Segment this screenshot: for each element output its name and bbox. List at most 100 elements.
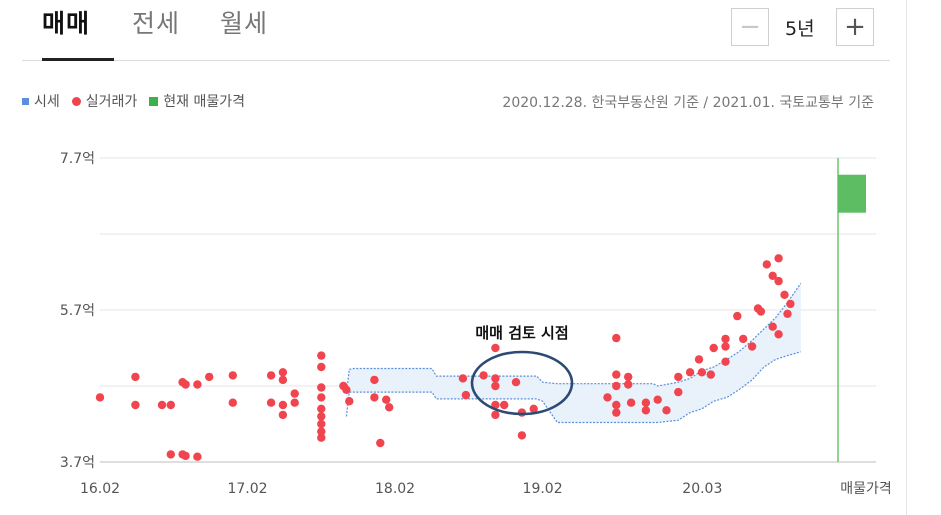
legend-label: 실거래가	[85, 94, 138, 110]
transaction-point[interactable]	[511, 378, 521, 387]
chart-legend: 시세 실거래가 현재 매물가격	[22, 90, 257, 112]
transaction-point[interactable]	[317, 427, 326, 436]
transaction-point[interactable]	[376, 438, 385, 448]
transaction-point[interactable]	[612, 408, 621, 417]
transaction-point[interactable]	[342, 385, 351, 394]
listing-price-bar[interactable]	[838, 174, 866, 213]
transaction-point[interactable]	[612, 400, 621, 410]
transaction-point[interactable]	[783, 309, 792, 318]
transaction-point[interactable]	[662, 406, 671, 415]
transaction-point[interactable]	[721, 342, 730, 351]
period-increase-button[interactable]: +	[836, 8, 874, 46]
transaction-point[interactable]	[317, 419, 326, 429]
transaction-point[interactable]	[458, 374, 468, 383]
transaction-point[interactable]	[517, 431, 527, 440]
transaction-point[interactable]	[317, 433, 326, 442]
transaction-point[interactable]	[721, 334, 730, 344]
transaction-point[interactable]	[266, 371, 276, 380]
transaction-point[interactable]	[774, 330, 783, 339]
transaction-point[interactable]	[290, 389, 299, 398]
transaction-point[interactable]	[685, 368, 695, 377]
transaction-point[interactable]	[768, 271, 777, 280]
transaction-point[interactable]	[181, 380, 190, 389]
transaction-point[interactable]	[529, 404, 538, 413]
transaction-point[interactable]	[753, 304, 763, 313]
legend-item-listing-price[interactable]: 현재 매물가격	[149, 91, 245, 111]
transaction-point[interactable]	[278, 375, 288, 385]
transaction-point[interactable]	[706, 370, 715, 379]
transaction-point[interactable]	[612, 370, 621, 379]
legend-item-actual-price[interactable]: 실거래가	[71, 91, 138, 111]
transaction-point[interactable]	[290, 398, 299, 407]
transaction-point[interactable]	[500, 400, 509, 410]
transaction-point[interactable]	[345, 397, 354, 406]
transaction-point[interactable]	[95, 393, 105, 402]
transaction-point[interactable]	[780, 290, 789, 299]
transaction-point[interactable]	[762, 260, 771, 269]
transaction-point[interactable]	[697, 368, 707, 377]
transaction-point[interactable]	[747, 342, 757, 351]
transaction-point[interactable]	[370, 375, 379, 385]
transaction-point[interactable]	[382, 395, 391, 404]
transaction-point[interactable]	[228, 398, 237, 407]
transaction-point[interactable]	[491, 381, 500, 391]
transaction-point[interactable]	[461, 390, 471, 400]
transaction-point[interactable]	[317, 393, 326, 402]
transaction-point[interactable]	[674, 372, 683, 382]
transaction-point[interactable]	[694, 355, 704, 364]
transaction-point[interactable]	[641, 398, 651, 407]
transaction-point[interactable]	[709, 343, 718, 353]
transaction-point[interactable]	[317, 404, 326, 413]
transaction-point[interactable]	[612, 333, 621, 343]
transaction-point[interactable]	[166, 450, 175, 459]
period-decrease-button[interactable]: −	[731, 8, 769, 46]
transaction-point[interactable]	[653, 395, 662, 404]
transaction-point[interactable]	[266, 398, 276, 407]
transaction-point[interactable]	[479, 371, 488, 380]
data-basis-note: 2020.12.28. 한국부동산원 기준 / 2021.01. 국토교통부 기…	[502, 95, 874, 111]
legend-item-market-price[interactable]: 시세	[22, 91, 60, 111]
transaction-point[interactable]	[774, 254, 783, 263]
transaction-point[interactable]	[205, 372, 214, 382]
transaction-point[interactable]	[370, 393, 379, 402]
transaction-point[interactable]	[228, 371, 237, 380]
transaction-point[interactable]	[385, 403, 394, 412]
tab-bar: 매매 전세 월세	[22, 0, 890, 62]
transaction-point[interactable]	[317, 362, 326, 372]
transaction-point[interactable]	[674, 387, 683, 397]
transaction-point[interactable]	[317, 351, 326, 360]
transaction-point[interactable]	[491, 343, 500, 353]
transaction-point[interactable]	[166, 400, 175, 410]
transaction-point[interactable]	[131, 372, 140, 382]
transaction-point[interactable]	[278, 368, 288, 377]
transaction-point[interactable]	[193, 380, 202, 389]
transaction-point[interactable]	[624, 372, 633, 382]
transaction-point[interactable]	[157, 400, 167, 410]
x-tick-label: 19.02	[523, 481, 563, 497]
transaction-point[interactable]	[317, 383, 326, 392]
active-tab-indicator	[42, 58, 114, 61]
transaction-point[interactable]	[739, 334, 748, 344]
transaction-point[interactable]	[517, 408, 527, 417]
transaction-point[interactable]	[278, 400, 288, 410]
transaction-point[interactable]	[768, 322, 777, 331]
transaction-point[interactable]	[603, 393, 612, 402]
transaction-point[interactable]	[491, 410, 500, 420]
transaction-point[interactable]	[131, 400, 140, 410]
transaction-point[interactable]	[193, 452, 202, 461]
transaction-point[interactable]	[181, 451, 190, 461]
transaction-point[interactable]	[626, 398, 636, 407]
transaction-point[interactable]	[317, 412, 326, 421]
transaction-point[interactable]	[774, 276, 783, 286]
transaction-point[interactable]	[721, 357, 730, 366]
transaction-point[interactable]	[733, 311, 742, 321]
transaction-point[interactable]	[624, 380, 633, 389]
transaction-point[interactable]	[278, 410, 288, 420]
tab-monthly-rent[interactable]: 월세	[220, 9, 269, 38]
transaction-point[interactable]	[641, 406, 651, 415]
tab-jeonse[interactable]: 전세	[132, 9, 181, 38]
transaction-point[interactable]	[786, 299, 795, 309]
tab-sale[interactable]: 매매	[42, 9, 91, 38]
transaction-point[interactable]	[612, 381, 621, 391]
transaction-point[interactable]	[491, 374, 500, 383]
